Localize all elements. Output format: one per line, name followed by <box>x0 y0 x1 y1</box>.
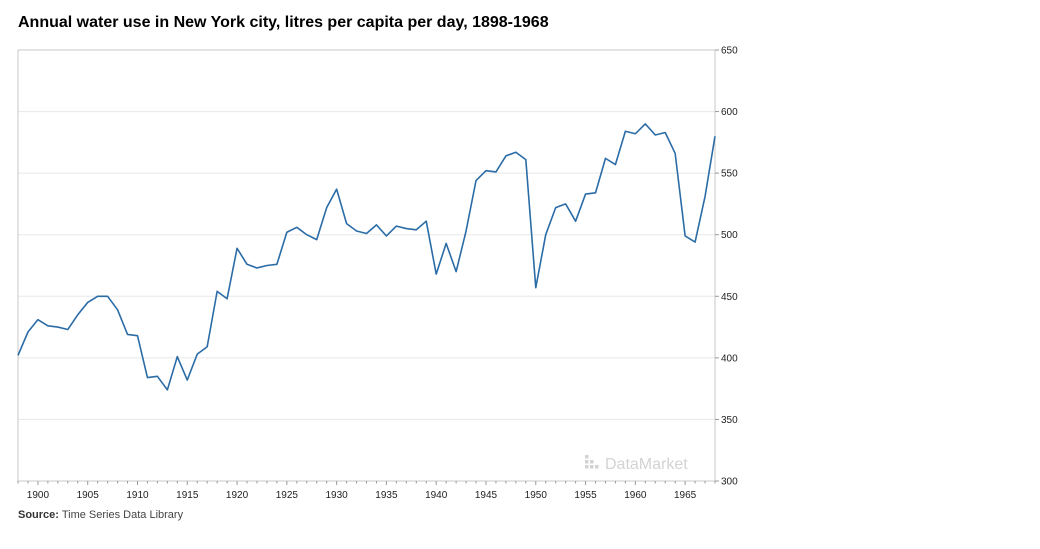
gridlines <box>18 111 715 420</box>
x-tick-label: 1905 <box>77 490 100 501</box>
y-tick-label: 500 <box>721 230 738 241</box>
x-tick-label: 1935 <box>375 490 398 501</box>
source-text: Time Series Data Library <box>61 509 184 521</box>
x-tick-label: 1920 <box>226 490 249 501</box>
x-axis: 1900 1905 1910 1915 1920 1925 1930 1935 1940 1945… <box>17 481 716 501</box>
y-axis: 300 350 400 450 500 550 600 650 <box>715 46 738 488</box>
source-note: Source: Time Series Data Library <box>18 509 183 521</box>
x-tick-label: 1940 <box>425 490 448 501</box>
y-tick-label: 600 <box>721 107 738 118</box>
y-tick-label: 350 <box>721 415 738 426</box>
watermark-text: DataMarket <box>605 456 688 473</box>
chart-title: Annual water use in New York city, litre… <box>18 14 549 31</box>
x-tick-label: 1925 <box>276 490 299 501</box>
x-tick-label: 1900 <box>27 490 50 501</box>
x-tick-label: 1945 <box>475 490 498 501</box>
x-tick-label: 1910 <box>126 490 149 501</box>
y-tick-label: 550 <box>721 169 738 180</box>
x-tick-label: 1915 <box>176 490 199 501</box>
x-tick-label: 1930 <box>326 490 349 501</box>
watermark-logo-icon <box>585 455 599 469</box>
x-tick-label: 1965 <box>674 490 697 501</box>
series-line <box>17 123 716 391</box>
x-tick-label: 1955 <box>574 490 597 501</box>
y-tick-label: 400 <box>721 353 738 364</box>
source-label: Source: <box>18 509 59 521</box>
watermark: DataMarket <box>585 455 688 473</box>
plot-frame <box>17 49 716 482</box>
y-tick-label: 300 <box>721 477 738 488</box>
y-tick-label: 450 <box>721 292 738 303</box>
x-tick-label: 1950 <box>525 490 548 501</box>
x-tick-label: 1960 <box>624 490 647 501</box>
y-tick-label: 650 <box>721 46 738 57</box>
